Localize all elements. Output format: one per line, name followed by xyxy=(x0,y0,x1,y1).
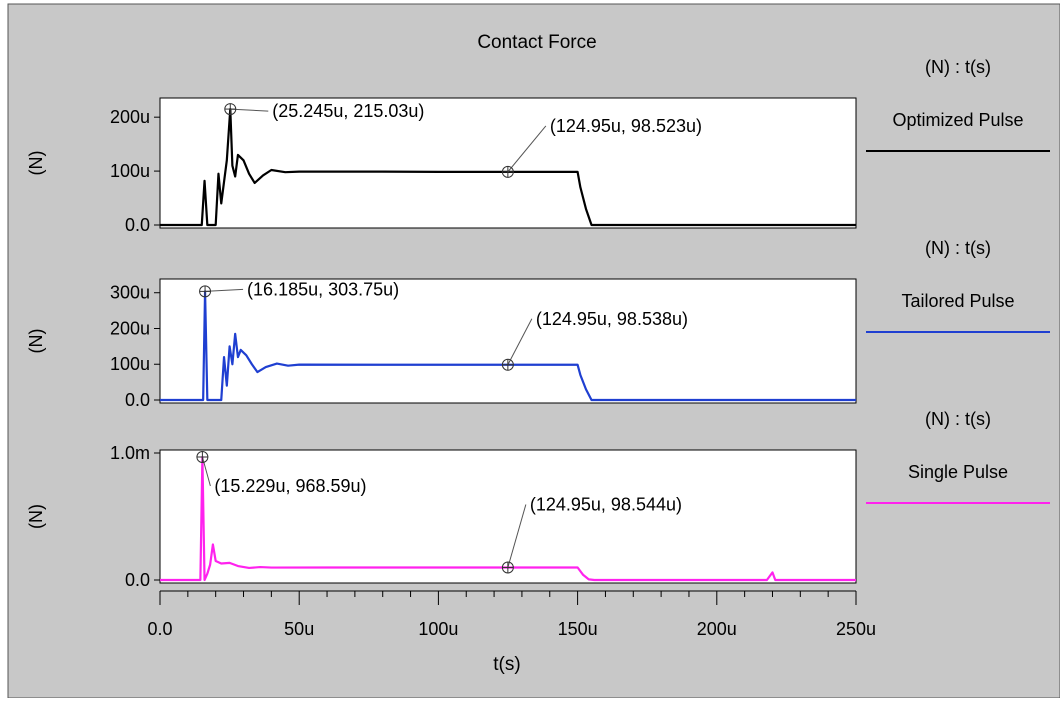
annotation-leader xyxy=(205,288,244,292)
x-tick-label: 50u xyxy=(284,619,314,639)
y-tick-label: 0.0 xyxy=(125,390,150,410)
y-tick-label: 100u xyxy=(110,354,150,374)
x-tick-label: 150u xyxy=(558,619,598,639)
annotation-label: (16.185u, 303.75u) xyxy=(247,279,399,299)
annotation-label: (25.245u, 215.03u) xyxy=(272,101,424,121)
y-tick-label: 200u xyxy=(110,318,150,338)
annotation-leader xyxy=(507,318,533,365)
panel-1: 0.0 100u 200u (N) (25.245u, 215.03u) (124.95u… xyxy=(26,57,1050,235)
plot-area xyxy=(159,449,857,584)
y-tick-label: 0.0 xyxy=(125,570,150,590)
annotation-leader xyxy=(230,108,269,112)
y-tick-label: 100u xyxy=(110,161,150,181)
x-tick-label: 250u xyxy=(836,619,876,639)
panel-3: 0.0 1.0m (N) (15.229u, 968.59u) (124.95u, 98… xyxy=(26,409,1050,590)
y-axis-label: (N) xyxy=(26,151,46,176)
y-tick-label: 1.0m xyxy=(110,443,150,463)
x-tick-label: 200u xyxy=(697,619,737,639)
legend-unit: (N) : t(s) xyxy=(925,238,991,258)
y-axis-label: (N) xyxy=(26,504,46,529)
series-line-1 xyxy=(160,107,856,227)
annotation-label: (15.229u, 968.59u) xyxy=(214,476,366,496)
legend-series-name: Optimized Pulse xyxy=(892,110,1023,130)
x-axis-label: t(s) xyxy=(493,654,520,675)
legend-unit: (N) : t(s) xyxy=(925,57,991,77)
panel-2: 0.0 100u 200u 300u (N) (16.185u, 303.75u) (124… xyxy=(26,238,1050,410)
annotation-label: (124.95u, 98.538u) xyxy=(536,309,688,329)
series-line-2 xyxy=(160,290,856,402)
panels-layer: 0.0 100u 200u (N) (25.245u, 215.03u) (124.95u… xyxy=(26,57,1050,590)
x-axis: 0.0 50u 100u 150u 200u 250u xyxy=(147,590,876,639)
legend-series-name: Tailored Pulse xyxy=(901,291,1014,311)
legend-series-name: Single Pulse xyxy=(908,462,1008,482)
annotation-label: (124.95u, 98.523u) xyxy=(550,116,702,136)
y-tick-label: 300u xyxy=(110,283,150,303)
series-line-3 xyxy=(160,455,856,582)
annotation-leader xyxy=(507,504,527,568)
y-tick-label: 200u xyxy=(110,107,150,127)
annotation-leader xyxy=(507,125,547,173)
x-tick-label: 0.0 xyxy=(147,619,172,639)
x-tick-label: 100u xyxy=(418,619,458,639)
plot-area xyxy=(159,278,857,404)
y-axis-label: (N) xyxy=(26,329,46,354)
annotation-label: (124.95u, 98.544u) xyxy=(530,494,682,514)
legend-unit: (N) : t(s) xyxy=(925,409,991,429)
plot-area xyxy=(159,97,857,229)
chart-title: Contact Force xyxy=(477,32,596,53)
y-tick-label: 0.0 xyxy=(125,215,150,235)
